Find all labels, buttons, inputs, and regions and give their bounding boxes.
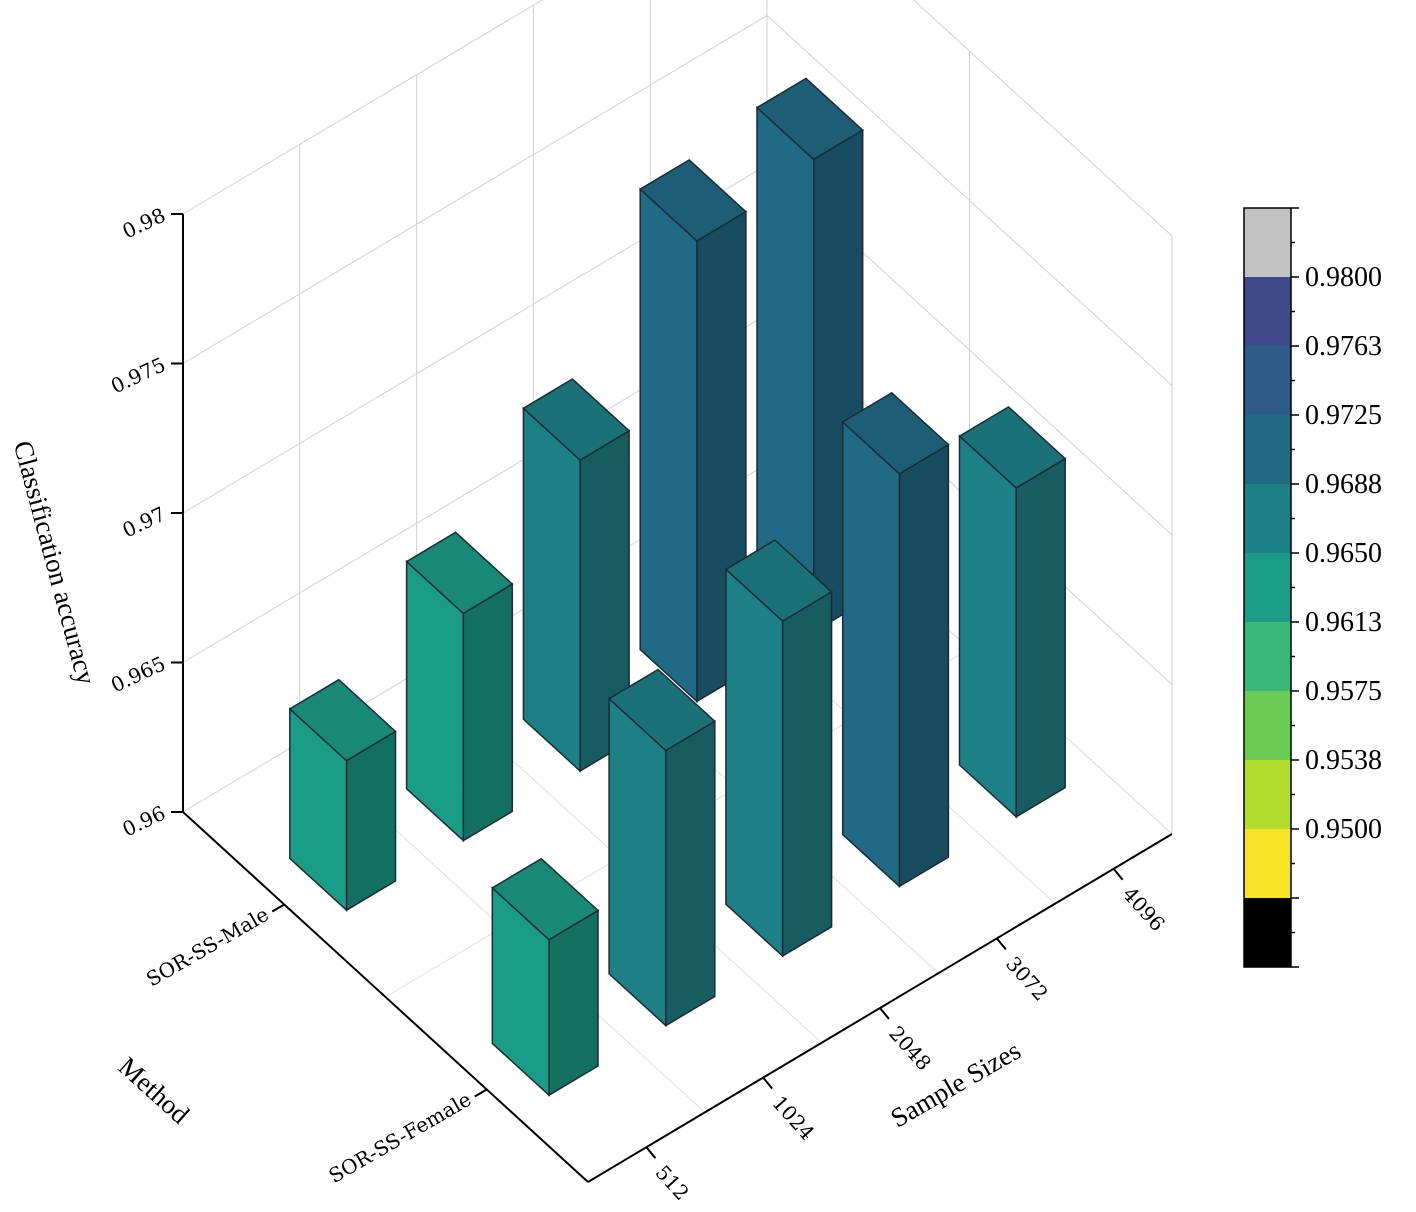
bar-SOR-SS-Female-4096 [958, 405, 1067, 819]
axis-layer [171, 213, 1173, 1183]
bar-face-left [841, 420, 901, 889]
method-tick-label: SOR-SS-Female [325, 1087, 476, 1188]
grid-line-back-z [182, 15, 768, 364]
bar-face-right [1015, 457, 1066, 819]
colorbar: 0.9800 0.9763 0.9725 0.9688 0.9650 0.9613 0.95… [1243, 207, 1382, 968]
bar-face-right [345, 730, 397, 912]
z-tick-label: 0.97 [119, 502, 170, 543]
bar-face-top [405, 531, 514, 615]
colorbar-segment [1244, 484, 1291, 553]
sample-tick-mark [645, 1146, 657, 1159]
colorbar-label: 0.9500 [1305, 814, 1382, 845]
colorbar-label: 0.9613 [1305, 607, 1382, 638]
bar-face-top [607, 668, 717, 752]
method-axis-line [182, 811, 589, 1183]
colorbar-label: 0.9688 [1305, 469, 1382, 500]
bar-face-top [841, 391, 950, 475]
colorbar-label: 0.9575 [1305, 676, 1382, 707]
bar-face-top [958, 405, 1067, 489]
sample-tick-mark [1112, 868, 1124, 881]
bar-SOR-SS-Male-4096 [755, 77, 864, 634]
bar-face-left [608, 696, 667, 1028]
bar-face-left [639, 187, 698, 704]
bar-face-right [898, 443, 950, 888]
bar-face-top [522, 378, 631, 462]
bar-SOR-SS-Female-512 [491, 857, 600, 1097]
colorbar-label: 0.9800 [1305, 262, 1382, 293]
colorbar-segment [1244, 622, 1291, 691]
bars-layer [288, 77, 1067, 1097]
bar-face-top [755, 77, 864, 161]
z-tick-label: 0.96 [119, 801, 170, 842]
bar-SOR-SS-Male-1024 [405, 531, 514, 843]
bar-face-top [638, 158, 748, 242]
bar-face-right [462, 582, 514, 842]
bar-face-right [665, 719, 716, 1027]
colorbar-segment [1244, 346, 1291, 415]
colorbar-segment [1244, 760, 1291, 829]
colorbar-label: 0.9725 [1305, 400, 1382, 431]
sample-tick-label: 3072 [1001, 952, 1053, 1006]
z-axis-title: Classification accuracy [8, 437, 102, 688]
bar-face-left [958, 434, 1017, 819]
colorbar-segment [1244, 691, 1291, 760]
bar-SOR-SS-Female-1024 [607, 668, 717, 1028]
bar-face-right [548, 909, 599, 1097]
sample-tick-label: 512 [651, 1160, 694, 1204]
method-tick-mark [474, 1088, 488, 1098]
colorbar-segment [1244, 829, 1291, 898]
bar-face-left [522, 406, 581, 773]
colorbar-segment [1244, 277, 1291, 346]
z-tick-label: 0.975 [107, 352, 169, 398]
z-tick-label: 0.98 [119, 203, 170, 244]
colorbar-label: 0.9538 [1305, 745, 1382, 776]
bar-face-top [288, 678, 397, 762]
sample-tick-label: 1024 [767, 1091, 819, 1145]
z-tick-label: 0.965 [107, 651, 169, 697]
bar-face-left [725, 567, 784, 958]
method-tick-label: SOR-SS-Male [142, 902, 273, 991]
bar-face-top [491, 857, 600, 941]
colorbar-label: 0.9763 [1305, 331, 1382, 362]
colorbar-segment [1244, 553, 1291, 622]
bar-SOR-SS-Male-2048 [522, 378, 631, 773]
method-axis-title: Method [113, 1051, 196, 1130]
method-tick-mark [271, 903, 285, 913]
colorbar-segment [1244, 415, 1291, 484]
grid-line-back-z [182, 0, 544, 215]
bar-SOR-SS-Female-3072 [841, 391, 950, 889]
colorbar-label: 0.9650 [1305, 538, 1382, 569]
colorbar-segment [1244, 898, 1291, 967]
sample-tick-mark [996, 937, 1007, 951]
sample-tick-label: 4096 [1118, 882, 1170, 936]
sample-tick-label: 2048 [884, 1021, 936, 1075]
bar-face-right [781, 590, 833, 958]
sample-tick-mark [762, 1076, 773, 1090]
bar-SOR-SS-Female-2048 [724, 539, 833, 958]
colorbar-segment [1244, 208, 1291, 277]
bar-SOR-SS-Male-512 [288, 678, 397, 912]
sample-tick-mark [879, 1007, 890, 1020]
bar-face-top [724, 539, 833, 623]
